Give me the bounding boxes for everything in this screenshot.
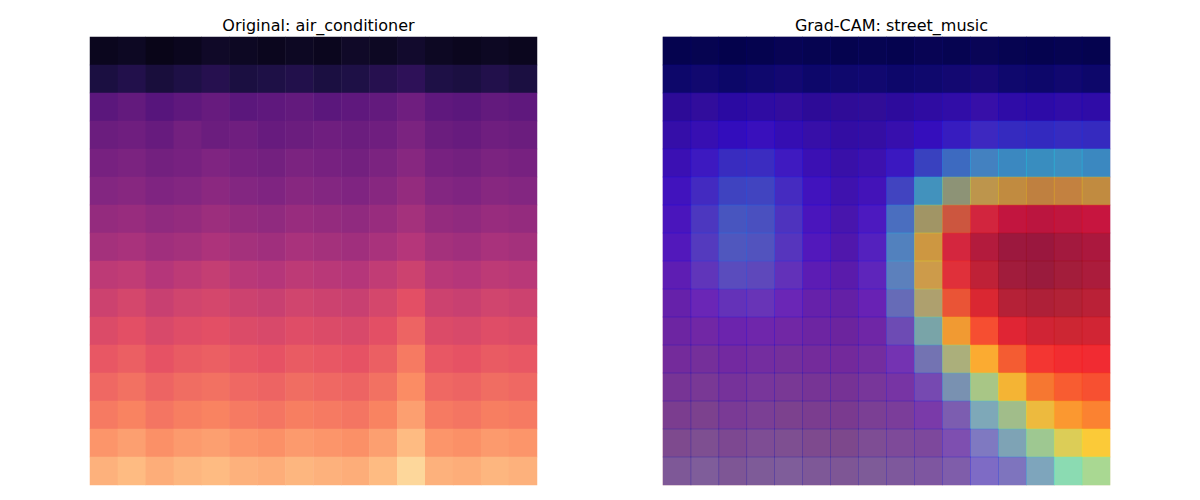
svg-text:Original: air_conditioner: Original: air_conditioner bbox=[222, 16, 415, 36]
svg-text:Grad-CAM: street_music: Grad-CAM: street_music bbox=[795, 16, 988, 36]
